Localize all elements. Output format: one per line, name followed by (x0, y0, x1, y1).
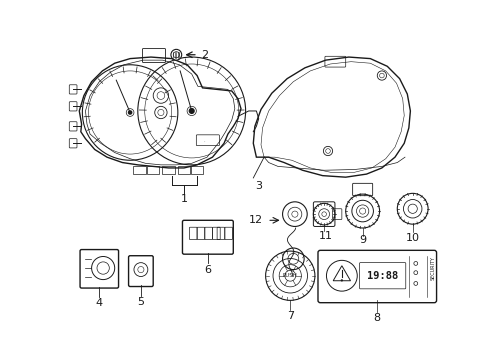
Circle shape (127, 110, 132, 115)
Text: 10: 10 (405, 233, 419, 243)
Text: 6: 6 (204, 265, 211, 275)
Circle shape (171, 49, 182, 60)
Text: 4: 4 (96, 298, 102, 309)
Text: PUSH: PUSH (282, 273, 297, 278)
Text: 9: 9 (358, 235, 366, 245)
Text: 12: 12 (248, 215, 262, 225)
Text: 7: 7 (286, 311, 293, 321)
Circle shape (340, 279, 342, 282)
Text: SECURITY: SECURITY (429, 256, 434, 280)
Text: 2: 2 (201, 50, 208, 60)
Circle shape (187, 106, 196, 116)
Circle shape (188, 108, 194, 114)
Text: 11: 11 (318, 231, 332, 241)
Circle shape (126, 109, 134, 116)
Text: 3: 3 (255, 181, 262, 191)
Text: 8: 8 (373, 313, 380, 323)
Text: 5: 5 (137, 297, 144, 307)
Text: 19:88: 19:88 (366, 271, 398, 281)
Text: 1: 1 (180, 194, 187, 204)
